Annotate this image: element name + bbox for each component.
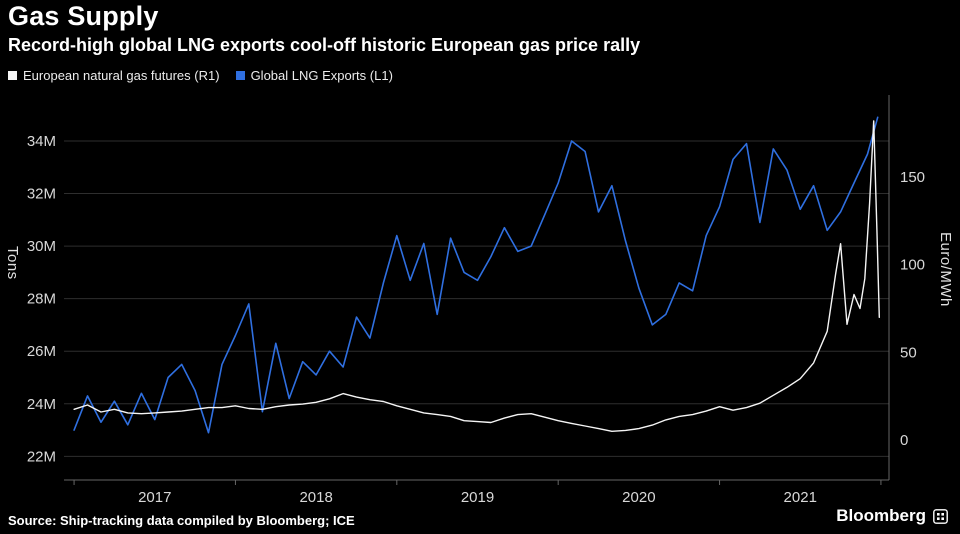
left-axis-tick-label: 22M	[27, 448, 56, 465]
legend-marker	[235, 71, 245, 80]
left-axis-title: Tons	[4, 246, 21, 280]
left-axis-tick-label: 34M	[27, 133, 56, 150]
left-axis-tick-label: 26M	[27, 343, 56, 360]
legend: European natural gas futures (R1) Global …	[8, 68, 393, 83]
legend-label: European natural gas futures (R1)	[23, 68, 220, 83]
legend-label: Global LNG Exports (L1)	[250, 68, 393, 83]
source-note: Source: Ship-tracking data compiled by B…	[8, 513, 355, 528]
left-axis-tick-label: 30M	[27, 238, 56, 255]
legend-item: Global LNG Exports (L1)	[235, 68, 393, 83]
bloomberg-terminal-icon	[933, 508, 948, 524]
chart-subtitle: Record-high global LNG exports cool-off …	[8, 35, 641, 55]
chart-title: Gas Supply	[8, 1, 159, 31]
left-axis-tick-label: 28M	[27, 291, 56, 308]
legend-marker	[8, 71, 17, 80]
x-axis-tick-label: 2020	[622, 489, 655, 506]
right-axis-tick-label: 150	[900, 169, 925, 186]
bloomberg-wordmark: Bloomberg	[836, 506, 926, 525]
x-axis-tick-label: 2018	[299, 489, 332, 506]
bloomberg-logo: Bloomberg	[836, 506, 948, 526]
lng-exports-line	[73, 116, 879, 434]
x-axis-tick-label: 2019	[461, 489, 494, 506]
gas-futures-line	[73, 120, 880, 432]
right-axis-tick-label: 50	[900, 344, 917, 361]
right-axis-title: Euro/MWh	[937, 232, 954, 307]
right-axis-tick-label: 100	[900, 257, 925, 274]
left-axis-tick-label: 32M	[27, 186, 56, 203]
right-axis-tick-label: 0	[900, 432, 908, 449]
x-axis-tick-label: 2017	[138, 489, 171, 506]
left-axis-tick-label: 24M	[27, 396, 56, 413]
x-axis-tick-label: 2021	[784, 489, 817, 506]
legend-item: European natural gas futures (R1)	[8, 68, 220, 83]
